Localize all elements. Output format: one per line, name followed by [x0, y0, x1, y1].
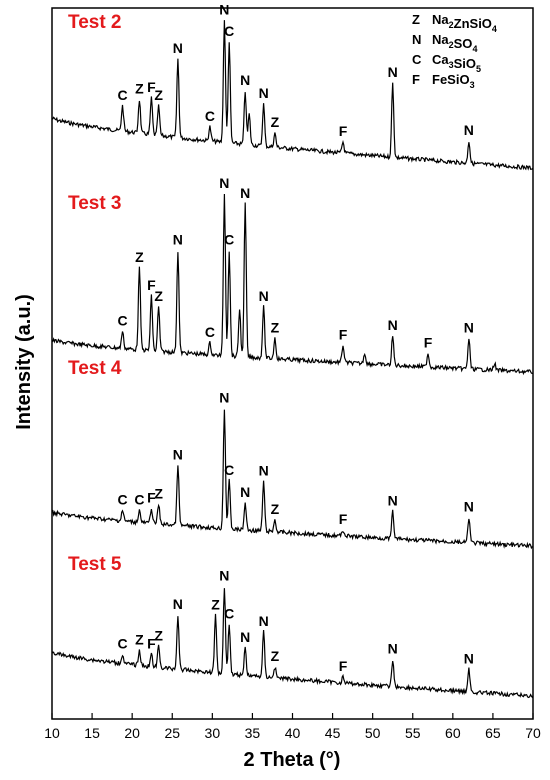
peak-label: N	[464, 319, 474, 335]
peak-label: F	[147, 489, 156, 505]
peak-label: F	[147, 79, 156, 95]
peak-label: N	[173, 232, 183, 248]
x-tick-label-40: 40	[285, 725, 301, 741]
peak-label: N	[388, 317, 398, 333]
x-tick-label-20: 20	[124, 725, 140, 741]
x-tick-label-45: 45	[325, 725, 341, 741]
x-tick-label-65: 65	[485, 725, 501, 741]
peak-label: N	[240, 629, 250, 645]
y-axis-title: Intensity (a.u.)	[13, 294, 35, 430]
x-tick-label-10: 10	[44, 725, 60, 741]
legend-symbol: C	[412, 52, 422, 67]
peak-label: C	[205, 108, 215, 124]
peak-label: Z	[154, 288, 163, 304]
peak-label: N	[259, 85, 269, 101]
peak-label: N	[173, 596, 183, 612]
series-name-test-3: Test 3	[68, 193, 122, 214]
peak-label: C	[224, 23, 234, 39]
peak-label: C	[224, 605, 234, 621]
peak-label: N	[388, 641, 398, 657]
peak-label: Z	[271, 319, 280, 335]
peak-label: N	[173, 446, 183, 462]
peak-label: Z	[271, 501, 280, 517]
series-line-test-3	[51, 193, 534, 376]
peak-label: Z	[154, 485, 163, 501]
series-line-test-2	[51, 20, 534, 171]
test-labels-group: Test 2 Test 3 Test 4 Test 5	[68, 12, 122, 575]
legend: Z Na2ZnSiO4 N Na2SO4 C Ca3SiO5 F FeSiO3	[412, 12, 497, 90]
peak-label: C	[117, 87, 127, 103]
peak-label: F	[147, 636, 156, 652]
peak-label: C	[205, 324, 215, 340]
peak-label: C	[134, 491, 144, 507]
legend-symbol: N	[412, 32, 421, 47]
peak-label: N	[219, 567, 229, 583]
legend-symbol: Z	[412, 12, 420, 27]
series-name-test-5: Test 5	[68, 554, 122, 575]
peak-label: N	[464, 122, 474, 138]
x-tick-label-60: 60	[445, 725, 461, 741]
peak-label: N	[388, 493, 398, 509]
series-line-test-4	[51, 409, 533, 550]
peak-label: Z	[211, 597, 220, 613]
peak-label: N	[259, 613, 269, 629]
peak-label: Z	[271, 114, 280, 130]
plot-frame	[51, 7, 534, 720]
peak-label: N	[464, 650, 474, 666]
x-axis-title: 2 Theta (°)	[244, 749, 341, 771]
peak-label: N	[464, 498, 474, 514]
peak-label: C	[224, 232, 234, 248]
x-tick-label-25: 25	[164, 725, 180, 741]
x-tick-label-70: 70	[525, 725, 541, 741]
peak-label: Z	[154, 87, 163, 103]
x-tick-label-30: 30	[205, 725, 221, 741]
peak-label: N	[240, 484, 250, 500]
series-name-test-4: Test 4	[68, 358, 122, 379]
peak-label: F	[147, 277, 156, 293]
peak-label: N	[219, 175, 229, 191]
series-name-test-2: Test 2	[68, 12, 122, 33]
peak-label: F	[339, 511, 348, 527]
peak-label: Z	[135, 81, 144, 97]
peak-label: N	[219, 390, 229, 406]
peak-label: Z	[271, 648, 280, 664]
x-tick-label-55: 55	[405, 725, 421, 741]
peak-label: C	[117, 635, 127, 651]
legend-formula: Ca3SiO5	[432, 52, 481, 74]
peak-label: Z	[135, 249, 144, 265]
peak-label: N	[173, 40, 183, 56]
x-axis-ticks: 10 15 20 25 30 35 40 45 50 55 60 65 70	[44, 713, 541, 741]
peak-label: F	[339, 327, 348, 343]
traces-group	[51, 20, 534, 699]
x-tick-label-50: 50	[365, 725, 381, 741]
legend-symbol: F	[412, 72, 420, 87]
legend-formula: FeSiO3	[432, 72, 475, 90]
peak-label: C	[117, 491, 127, 507]
peak-label: C	[224, 462, 234, 478]
peak-label: Z	[154, 627, 163, 643]
legend-formula: Na2SO4	[432, 32, 477, 54]
peak-label: Z	[135, 631, 144, 647]
peak-label: F	[339, 123, 348, 139]
peak-label: N	[240, 185, 250, 201]
peak-label: F	[424, 334, 433, 350]
peak-label: N	[240, 72, 250, 88]
peak-label: N	[219, 2, 229, 18]
legend-formula: Na2ZnSiO4	[432, 12, 497, 34]
peak-label: N	[259, 463, 269, 479]
peak-label: C	[117, 312, 127, 328]
peak-label: N	[259, 288, 269, 304]
series-line-test-5	[51, 588, 534, 699]
peak-label: N	[388, 64, 398, 80]
x-tick-label-35: 35	[245, 725, 261, 741]
x-tick-label-15: 15	[84, 725, 100, 741]
peak-label: F	[339, 658, 348, 674]
